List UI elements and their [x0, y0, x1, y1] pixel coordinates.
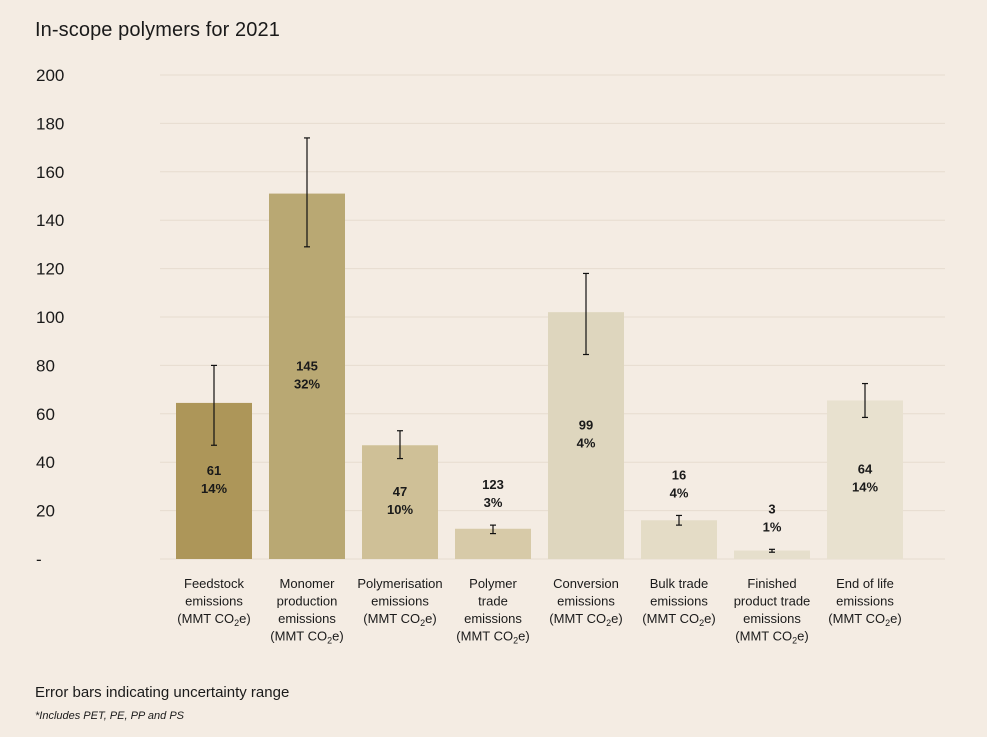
category-label: Polymerisation [357, 576, 442, 591]
data-label-value: 99 [579, 418, 593, 433]
data-label-value: 123 [482, 477, 504, 492]
y-tick-label: 140 [36, 211, 64, 230]
y-tick-label: - [36, 550, 42, 569]
data-label-share: 14% [852, 480, 878, 495]
category-label: (MMT CO2e) [735, 629, 808, 646]
category-label: Finished [747, 576, 796, 591]
category-label: emissions [743, 611, 801, 626]
bar [641, 520, 717, 559]
data-label-value: 3 [768, 501, 775, 516]
category-label: End of life [836, 576, 894, 591]
category-label: (MMT CO2e) [642, 611, 715, 628]
y-tick-label: 200 [36, 66, 64, 85]
category-label: emissions [371, 594, 429, 609]
category-label: emissions [464, 611, 522, 626]
data-label-share: 3% [484, 495, 503, 510]
data-label-value: 64 [858, 462, 873, 477]
category-label: emissions [836, 594, 894, 609]
bar [734, 550, 810, 559]
category-label: Conversion [553, 576, 619, 591]
category-label: production [277, 594, 338, 609]
category-label: product trade [734, 594, 811, 609]
y-tick-label: 160 [36, 163, 64, 182]
data-label-value: 16 [672, 467, 686, 482]
y-tick-label: 60 [36, 405, 55, 424]
category-label: Polymer [469, 576, 517, 591]
y-tick-label: 100 [36, 308, 64, 327]
category-label: Feedstock [184, 576, 244, 591]
category-label: emissions [650, 594, 708, 609]
y-tick-label: 120 [36, 260, 64, 279]
category-label: (MMT CO2e) [456, 629, 529, 646]
y-tick-label: 180 [36, 114, 64, 133]
category-label: trade [478, 594, 508, 609]
data-label-share: 4% [670, 485, 689, 500]
category-label: (MMT CO2e) [363, 611, 436, 628]
category-label: (MMT CO2e) [549, 611, 622, 628]
category-label: emissions [278, 611, 336, 626]
data-label-value: 47 [393, 484, 407, 499]
data-label-share: 4% [577, 436, 596, 451]
data-label-value: 145 [296, 358, 318, 373]
data-label-share: 14% [201, 481, 227, 496]
category-label: (MMT CO2e) [270, 629, 343, 646]
category-label: (MMT CO2e) [177, 611, 250, 628]
data-label-value: 61 [207, 463, 221, 478]
category-label: Bulk trade [650, 576, 709, 591]
bar-chart: - 20 40 60 80 100 120 140 160 180 200 61 14% Feedstoc… [36, 66, 945, 646]
chart-title: In-scope polymers for 2021 [35, 19, 280, 41]
y-tick-label: 20 [36, 502, 55, 521]
category-label: emissions [557, 594, 615, 609]
data-label-share: 10% [387, 502, 413, 517]
bar [362, 445, 438, 559]
data-label-share: 1% [763, 519, 782, 534]
error-bar-note: Error bars indicating uncertainty range [35, 684, 290, 701]
y-tick-label: 40 [36, 453, 55, 472]
category-label: emissions [185, 594, 243, 609]
y-tick-label: 80 [36, 356, 55, 375]
bar [269, 193, 345, 559]
bar [827, 400, 903, 559]
data-label-share: 32% [294, 376, 320, 391]
category-label: (MMT CO2e) [828, 611, 901, 628]
category-label: Monomer [280, 576, 336, 591]
polymer-footnote: *Includes PET, PE, PP and PS [35, 710, 184, 722]
